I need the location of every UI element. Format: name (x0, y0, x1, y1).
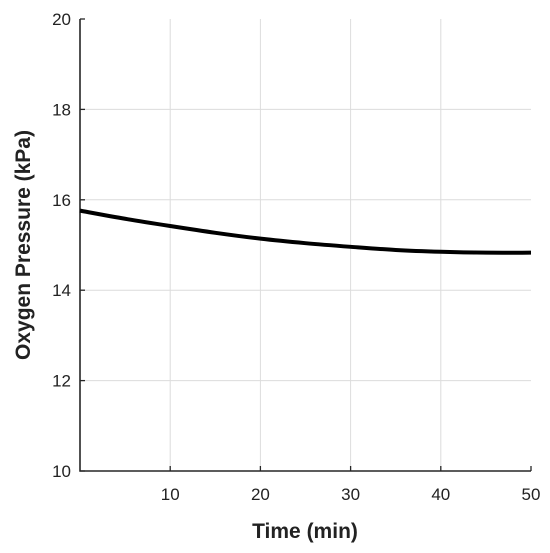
y-tick-label: 20 (52, 10, 71, 29)
x-tick-label: 40 (431, 485, 450, 504)
x-axis-title: Time (min) (252, 520, 358, 543)
x-tick-label: 30 (341, 485, 360, 504)
y-tick-label: 12 (52, 372, 71, 391)
series-line (79, 208, 532, 255)
x-tick-label: 50 (522, 485, 541, 504)
tick-labels: 10 20 30 40 50 10 12 14 16 18 20 (52, 10, 540, 504)
y-axis-title: Oxygen Pressure (kPa) (12, 130, 35, 360)
x-tick-label: 20 (251, 485, 270, 504)
series-layer (79, 208, 532, 255)
y-tick-label: 16 (52, 191, 71, 210)
y-tick-label: 18 (52, 100, 71, 119)
x-tick-label: 10 (161, 485, 180, 504)
y-tick-label: 10 (52, 462, 71, 481)
y-tick-label: 14 (52, 281, 71, 300)
axes (79, 18, 532, 472)
